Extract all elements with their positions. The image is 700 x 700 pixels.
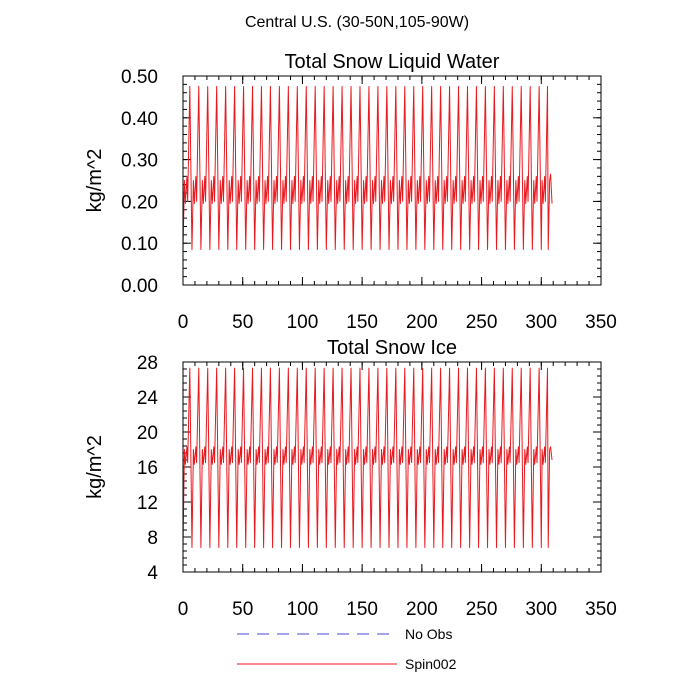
x-tick-label: 300	[525, 599, 557, 620]
y-tick-label: 0.10	[121, 234, 158, 255]
x-tick-label: 0	[178, 312, 189, 333]
x-tick-label: 100	[287, 312, 319, 333]
series-lines	[182, 367, 553, 548]
x-tick-label: 350	[585, 599, 617, 620]
y-tick-label: 12	[137, 493, 158, 514]
plot-frame	[182, 361, 602, 573]
chart-title: Total Snow Liquid Water	[285, 51, 500, 73]
panel-snow-liquid-water: Total Snow Liquid Water kg/m^2 0 50 100 150…	[84, 51, 617, 333]
x-tick-label: 50	[232, 599, 253, 620]
y-axis-label: kg/m^2	[84, 435, 106, 499]
series-line-spin002	[182, 85, 553, 250]
y-tick-label: 28	[137, 353, 158, 374]
axis-ticks: 0 50 100 150 200 250 300 350 4 8 12 16 20 24 28	[137, 353, 617, 620]
series-lines	[182, 85, 553, 250]
x-tick-label: 50	[232, 312, 253, 333]
series-line-spin002	[182, 367, 553, 548]
x-tick-label: 150	[346, 599, 378, 620]
y-tick-label: 8	[147, 528, 158, 549]
x-tick-label: 250	[466, 599, 498, 620]
y-tick-label: 0.40	[121, 109, 158, 130]
plot-frame	[182, 75, 602, 286]
y-tick-label: 24	[137, 388, 159, 409]
x-tick-label: 100	[287, 599, 319, 620]
chart-title: Total Snow Ice	[327, 337, 457, 359]
y-tick-label: 0.20	[121, 192, 158, 213]
panel-snow-ice: Total Snow Ice kg/m^2 0 50 100 150 200 250 300…	[84, 337, 617, 620]
legend: No Obs Spin002	[237, 626, 457, 672]
y-tick-label: 4	[147, 563, 158, 584]
axis-ticks: 0 50 100 150 200 250 300 350 0.00 0.10 0.20 0.30 0.4…	[121, 67, 617, 333]
y-tick-label: 0.00	[121, 276, 158, 297]
x-tick-label: 200	[406, 312, 438, 333]
x-tick-label: 300	[525, 312, 557, 333]
x-tick-label: 250	[466, 312, 498, 333]
y-tick-label: 20	[137, 423, 158, 444]
y-axis-label: kg/m^2	[84, 149, 106, 213]
legend-label-spin002: Spin002	[405, 656, 457, 672]
x-tick-label: 150	[346, 312, 378, 333]
legend-label-no-obs: No Obs	[405, 626, 452, 642]
figure-title: Central U.S. (30-50N,105-90W)	[245, 14, 469, 31]
x-tick-label: 0	[178, 599, 189, 620]
y-tick-label: 16	[137, 458, 158, 479]
y-tick-label: 0.30	[121, 151, 158, 172]
y-tick-label: 0.50	[121, 67, 158, 88]
x-tick-label: 350	[585, 312, 617, 333]
x-tick-label: 200	[406, 599, 438, 620]
